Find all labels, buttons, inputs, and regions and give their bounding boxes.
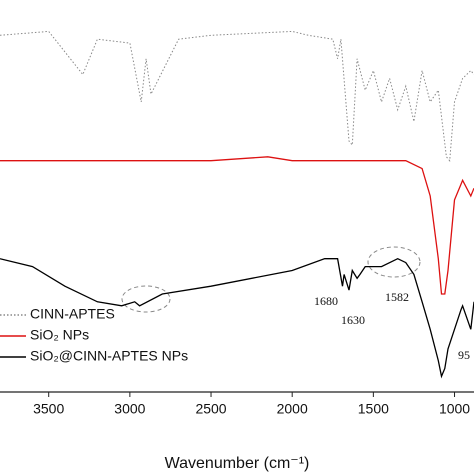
x-axis-label: Wavenumber (cm⁻¹) xyxy=(165,455,310,472)
x-tick-label: 1500 xyxy=(358,401,389,417)
x-tick-label: 3000 xyxy=(114,401,145,417)
legend-label: SiO₂ NPs xyxy=(30,327,89,343)
series-line xyxy=(0,257,474,379)
x-tick-label: 1000 xyxy=(439,401,470,417)
legend-label: SiO₂@CINN-APTES NPs xyxy=(30,348,188,364)
annotation: 1680 xyxy=(314,294,338,308)
highlight xyxy=(121,285,171,313)
x-tick-label: 3500 xyxy=(33,401,64,417)
annotation: 1582 xyxy=(385,290,409,304)
series-line xyxy=(0,30,474,162)
series-line xyxy=(0,156,474,295)
x-tick-label: 2500 xyxy=(195,401,226,417)
legend-label: CINN-APTES xyxy=(30,306,115,322)
highlight xyxy=(367,246,421,278)
annotation: 95 xyxy=(458,348,470,362)
x-tick-label: 2000 xyxy=(277,401,308,417)
annotation: 1630 xyxy=(341,313,365,327)
